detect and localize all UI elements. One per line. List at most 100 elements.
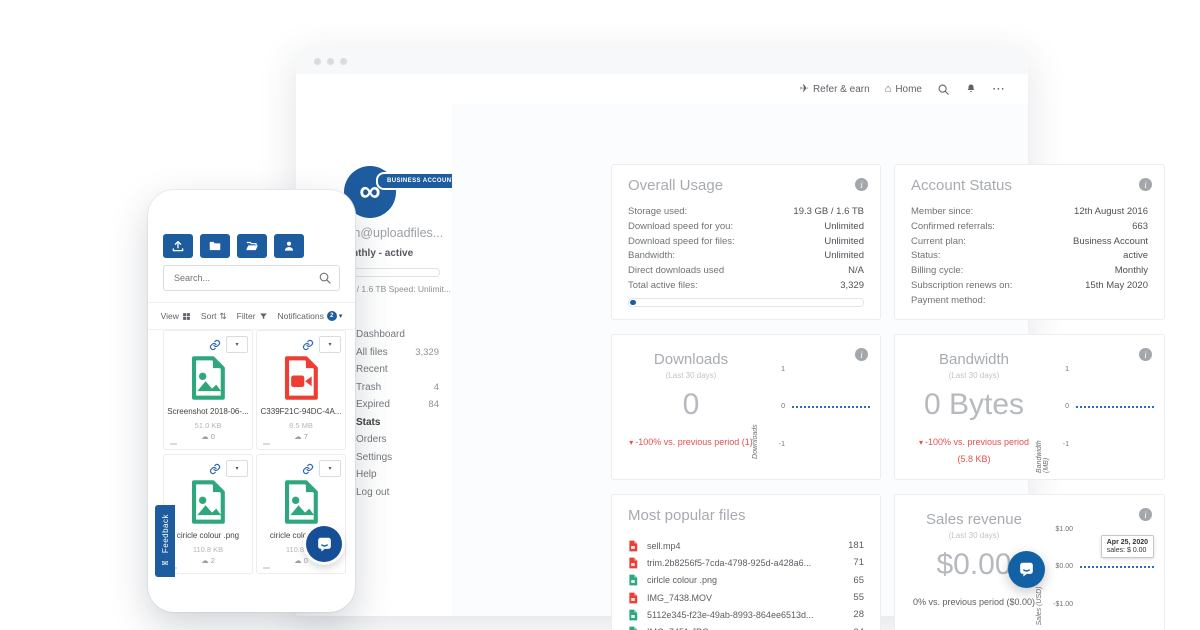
y-tick: $0.00 — [1055, 563, 1073, 570]
delta-down-icon: ▾ — [918, 438, 923, 447]
flat-zero-line — [792, 406, 870, 408]
refer-earn-link[interactable]: ✈ Refer & earn — [800, 83, 870, 95]
bell-icon[interactable] — [965, 83, 977, 95]
file-menu-button[interactable]: ▾ — [226, 460, 248, 477]
storage-progress-bar — [340, 268, 440, 277]
usage-row: Storage used: 19.3 GB / 1.6 TB — [628, 206, 864, 217]
info-icon[interactable]: i — [1139, 508, 1152, 521]
popular-file-row[interactable]: IMG_7451.JPG24 — [628, 623, 864, 630]
more-menu-icon[interactable]: ⋯ — [992, 81, 1006, 96]
y-tick: 1 — [1065, 366, 1069, 373]
image-file-icon — [628, 609, 638, 621]
info-icon[interactable]: i — [855, 178, 868, 191]
file-size: 8.5 MB — [289, 421, 313, 430]
funnel-icon — [259, 312, 268, 321]
file-card[interactable]: ▾ Screenshot 2018-06-... 51.0 KB ☁ 0 — [163, 330, 253, 450]
y-axis-label: Downloads — [752, 424, 759, 459]
sidebar-nav: Dashboard All files 3,329 Recent Trash 4 E… — [356, 326, 439, 501]
file-card[interactable]: ▾ ciricle colour .png 110.8 KB ☁ 2 — [163, 454, 253, 574]
refer-earn-label: Refer & earn — [812, 83, 870, 95]
notifications-control[interactable]: Notifications 2 ▾ — [277, 311, 343, 321]
card-footer-dash — [263, 443, 270, 445]
chat-widget-button[interactable] — [306, 526, 342, 562]
sidebar-item-all-files[interactable]: All files 3,329 — [356, 346, 439, 358]
open-folder-button[interactable] — [237, 234, 267, 258]
search-icon[interactable] — [937, 83, 950, 96]
sidebar-item-logout[interactable]: Log out — [356, 486, 390, 498]
logo-icon: ∞ — [359, 175, 381, 208]
popular-file-row[interactable]: IMG_7438.MOV 55 — [628, 589, 864, 606]
popular-file-row[interactable]: 5112e345-f23e-49ab-8993-864ee6513d... 28 — [628, 606, 864, 623]
info-icon[interactable]: i — [855, 348, 868, 361]
card-subtitle: (Last 30 days) — [665, 371, 717, 380]
home-link[interactable]: ⌂ Home — [885, 83, 922, 95]
sales-delta: 0% vs. previous period ($0.00) — [912, 597, 1036, 607]
downloads-delta: ▾ -100% vs. previous period (1) — [629, 437, 753, 447]
sort-control[interactable]: Sort ⇅ — [200, 310, 227, 322]
search-input[interactable] — [172, 268, 316, 288]
plan-status: monthly - active — [337, 248, 414, 259]
sort-icon: ⇅ — [219, 310, 227, 321]
file-menu-button[interactable]: ▾ — [319, 460, 341, 477]
account-row: Payment method: — [911, 294, 986, 306]
bandwidth-value: 0 Bytes — [923, 388, 1025, 421]
sidebar-item-orders[interactable]: Orders — [356, 434, 387, 446]
y-axis-label: Sales (USD) — [1036, 586, 1043, 626]
download-count: 0 — [210, 432, 215, 441]
y-tick: 1 — [781, 366, 785, 373]
file-menu-button[interactable]: ▾ — [226, 336, 248, 353]
popular-file-row[interactable]: cirlcle colour .png 65 — [628, 572, 864, 589]
upload-button[interactable] — [163, 234, 193, 258]
sidebar-item-stats[interactable]: Stats — [356, 416, 381, 428]
downloads-card: i Downloads (Last 30 days) 0 ▾ -100% vs. … — [611, 334, 881, 480]
file-menu-button[interactable]: ▾ — [319, 336, 341, 353]
search-icon[interactable] — [318, 271, 332, 285]
popular-file-row[interactable]: trim.2b8256f5-7cda-4798-925d-a428a6... 71 — [628, 554, 864, 571]
phone-action-buttons — [163, 234, 304, 258]
sidebar-item-expired[interactable]: Expired 84 — [356, 399, 439, 411]
bandwidth-sparkline: Bandwidth (MB) 1 0 -1 — [1036, 363, 1156, 473]
video-file-icon — [628, 592, 638, 604]
card-subtitle: (Last 30 days) — [948, 371, 1000, 380]
window-control-dot — [340, 58, 347, 65]
link-icon[interactable] — [209, 463, 221, 475]
account-status-card: Account Status i Member since: 12th Augus… — [894, 164, 1165, 320]
filter-control[interactable]: Filter — [237, 311, 268, 321]
account-row: Billing cycle: Monthly — [911, 265, 1148, 277]
card-footer-dash — [170, 443, 177, 445]
link-icon[interactable] — [302, 463, 314, 475]
y-tick: 0 — [1065, 403, 1069, 410]
popular-file-row[interactable]: sell.mp4 181 — [628, 537, 864, 554]
usage-summary: GB / 1.6 TB Speed: Unlimit... — [342, 284, 451, 294]
download-cloud-icon: ☁ — [201, 432, 209, 441]
sales-sparkline: Sales (USD) $1.00 $0.00 -$1.00 Apr 25, 2… — [1036, 523, 1156, 625]
sidebar-item-help[interactable]: Help — [356, 469, 377, 481]
file-card[interactable]: ▾ C339F21C-94DC-4A... 8.5 MB ☁ 7 — [256, 330, 346, 450]
all-files-count: 3,329 — [415, 346, 439, 358]
usage-row: Direct downloads used N/A — [628, 265, 864, 277]
bandwidth-card: i Bandwidth (Last 30 days) 0 Bytes ▾ -100… — [894, 334, 1165, 480]
new-folder-button[interactable] — [200, 234, 230, 258]
chat-widget-button[interactable] — [1008, 551, 1045, 588]
popular-files-card: Most popular files sell.mp4 181 trim.2b82… — [611, 494, 881, 630]
info-icon[interactable]: i — [1139, 178, 1152, 191]
account-row: Member since: 12th August 2016 — [911, 206, 1148, 217]
link-icon[interactable] — [302, 339, 314, 351]
info-icon[interactable]: i — [1139, 348, 1152, 361]
y-tick: -1 — [778, 441, 785, 448]
sidebar-item-settings[interactable]: Settings — [356, 451, 393, 463]
sidebar-item-dashboard[interactable]: Dashboard — [356, 329, 405, 341]
sidebar-item-recent[interactable]: Recent — [356, 364, 388, 376]
account-button[interactable] — [274, 234, 304, 258]
feedback-tab[interactable]: Feedback ✉ — [155, 505, 175, 577]
link-icon[interactable] — [209, 339, 221, 351]
sidebar-item-trash[interactable]: Trash 4 — [356, 381, 439, 393]
account-row: Confirmed referrals: 663 — [911, 220, 1148, 232]
downloads-value: 0 — [682, 388, 700, 421]
file-size: 110.8 KB — [285, 545, 317, 554]
view-toggle[interactable]: View — [161, 311, 191, 321]
usage-row: Download speed for you: Unlimited — [628, 220, 864, 232]
user-icon — [282, 239, 296, 253]
y-tick: -$1.00 — [1053, 601, 1073, 608]
home-label: Home — [895, 83, 922, 95]
